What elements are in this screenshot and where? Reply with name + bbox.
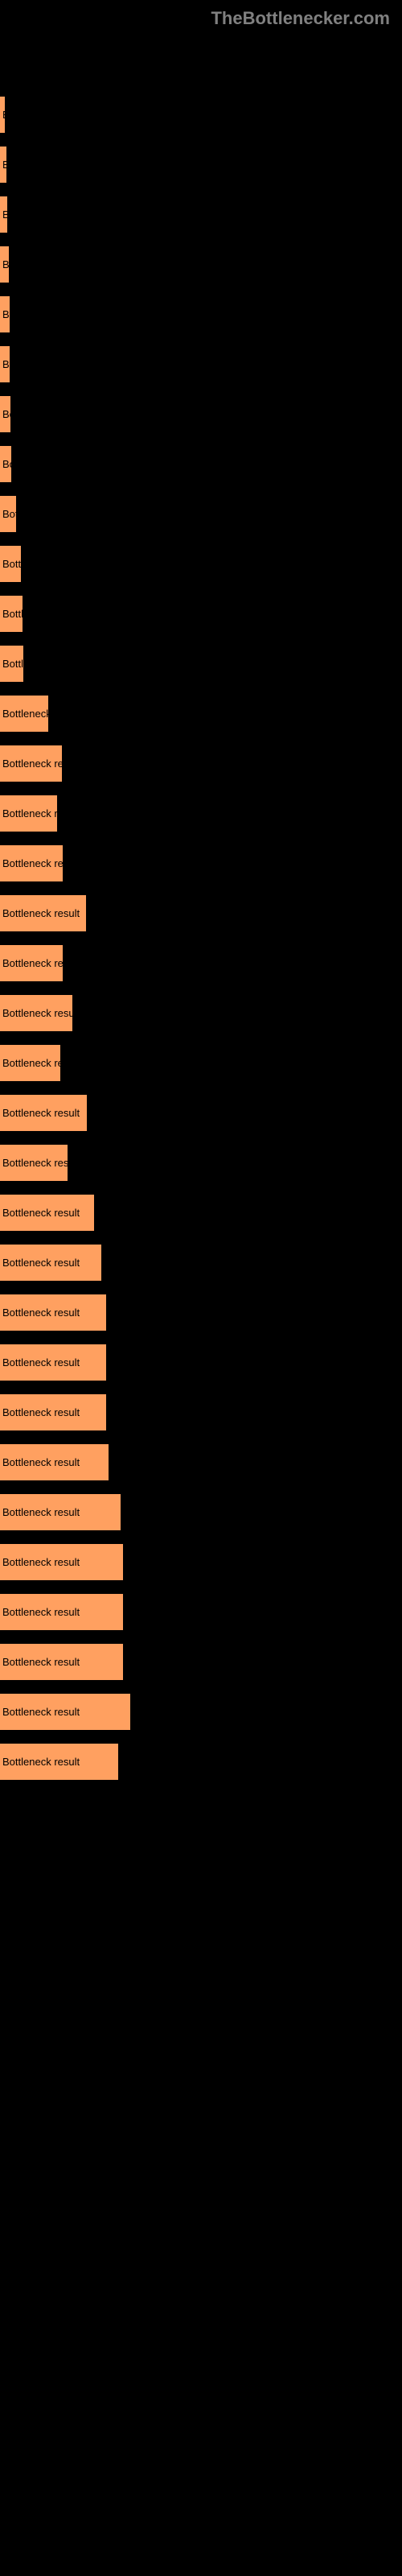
- bar-row: Bottleneck result: [0, 1294, 402, 1331]
- bar: Bottleneck result: [0, 346, 10, 382]
- bar: Bottleneck result: [0, 745, 62, 782]
- bar-row: Bottleneck result: [0, 1394, 402, 1430]
- bar: Bottleneck result: [0, 296, 10, 332]
- bar-row: Bottleneck result: [0, 446, 402, 482]
- bar: Bottleneck result: [0, 1394, 106, 1430]
- bar-row: Bottleneck result: [0, 1095, 402, 1131]
- bar-row: Bottleneck result: [0, 1694, 402, 1730]
- bar-row: Bottleneck result: [0, 196, 402, 233]
- bar-row: Bottleneck result: [0, 1195, 402, 1231]
- bar-row: Bottleneck result: [0, 1045, 402, 1081]
- bar: Bottleneck result: [0, 795, 57, 832]
- bar-row: Bottleneck result: [0, 795, 402, 832]
- bar: Bottleneck result: [0, 1045, 60, 1081]
- bar-row: Bottleneck result: [0, 1594, 402, 1630]
- bar: Bottleneck result: [0, 1494, 121, 1530]
- bar: Bottleneck result: [0, 945, 63, 981]
- bar-row: Bottleneck result: [0, 596, 402, 632]
- bar: Bottleneck result: [0, 147, 6, 183]
- bar-row: Bottleneck result: [0, 646, 402, 682]
- bar-chart: Bottleneck result Bottleneck result Bottle…: [0, 0, 402, 1826]
- bar: Bottleneck result: [0, 596, 23, 632]
- bar: Bottleneck result: [0, 1694, 130, 1730]
- bar: Bottleneck result: [0, 1145, 68, 1181]
- bar: Bottleneck result: [0, 845, 63, 881]
- bar: Bottleneck result: [0, 97, 5, 133]
- bar-row: Bottleneck result: [0, 1344, 402, 1381]
- watermark-text: TheBottlenecker.com: [211, 8, 390, 29]
- bar-row: Bottleneck result: [0, 1444, 402, 1480]
- bar: Bottleneck result: [0, 446, 11, 482]
- bar-row: Bottleneck result: [0, 696, 402, 732]
- bar: Bottleneck result: [0, 246, 9, 283]
- bar: Bottleneck result: [0, 1294, 106, 1331]
- bar: Bottleneck result: [0, 696, 48, 732]
- bar-row: Bottleneck result: [0, 147, 402, 183]
- bar: Bottleneck result: [0, 1344, 106, 1381]
- bar: Bottleneck result: [0, 995, 72, 1031]
- bar-row: Bottleneck result: [0, 1744, 402, 1780]
- bar-row: Bottleneck result: [0, 1544, 402, 1580]
- bar-row: Bottleneck result: [0, 1245, 402, 1281]
- bar: Bottleneck result: [0, 1644, 123, 1680]
- bar-row: Bottleneck result: [0, 296, 402, 332]
- bar: Bottleneck result: [0, 1544, 123, 1580]
- bar-row: Bottleneck result: [0, 546, 402, 582]
- bar-row: Bottleneck result: [0, 396, 402, 432]
- bar: Bottleneck result: [0, 1444, 109, 1480]
- bar-row: Bottleneck result: [0, 845, 402, 881]
- bar: Bottleneck result: [0, 396, 10, 432]
- bar: Bottleneck result: [0, 546, 21, 582]
- bar-row: Bottleneck result: [0, 1494, 402, 1530]
- bar: Bottleneck result: [0, 1245, 101, 1281]
- bar: Bottleneck result: [0, 895, 86, 931]
- bar: Bottleneck result: [0, 1744, 118, 1780]
- bar: Bottleneck result: [0, 1195, 94, 1231]
- bar-row: Bottleneck result: [0, 1145, 402, 1181]
- bar: Bottleneck result: [0, 496, 16, 532]
- bar-row: Bottleneck result: [0, 246, 402, 283]
- bar-row: Bottleneck result: [0, 995, 402, 1031]
- bar-row: Bottleneck result: [0, 895, 402, 931]
- bar-row: Bottleneck result: [0, 1644, 402, 1680]
- bar-row: Bottleneck result: [0, 97, 402, 133]
- bar: Bottleneck result: [0, 1095, 87, 1131]
- bar-row: Bottleneck result: [0, 496, 402, 532]
- bar: Bottleneck result: [0, 196, 7, 233]
- bar-row: Bottleneck result: [0, 945, 402, 981]
- bar-row: Bottleneck result: [0, 745, 402, 782]
- bar-row: Bottleneck result: [0, 346, 402, 382]
- bar: Bottleneck result: [0, 646, 23, 682]
- bar: Bottleneck result: [0, 1594, 123, 1630]
